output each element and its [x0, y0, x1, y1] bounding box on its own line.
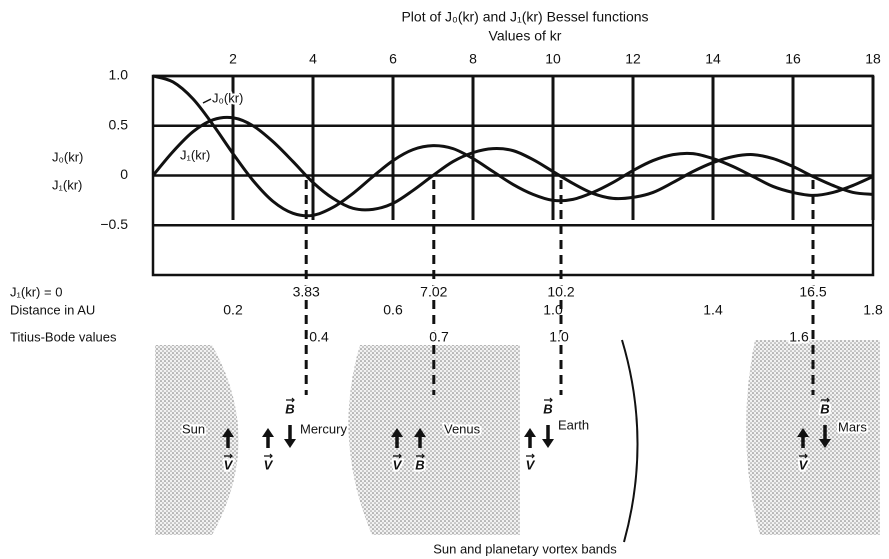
y-tick-label: 1.0 — [109, 67, 129, 83]
venus-band — [348, 345, 520, 535]
row-label: Distance in AU — [10, 302, 95, 317]
leader — [202, 98, 212, 104]
distance-value: 0.2 — [223, 302, 243, 318]
series-label: J₀(kr) — [212, 90, 243, 105]
row-label: J₁(kr) = 0 — [10, 284, 62, 299]
band-boundary — [621, 339, 639, 543]
body-label: Earth — [558, 417, 589, 432]
series-label: J₁(kr) — [180, 147, 210, 162]
y-tick-label: −0.5 — [100, 216, 128, 232]
vector-label: V — [799, 457, 809, 472]
arrow-head — [819, 439, 831, 448]
vector-label: V — [526, 457, 536, 472]
vector-overarrow — [224, 453, 233, 459]
vector-overarrow — [393, 453, 402, 459]
arrow-head — [414, 428, 426, 437]
vector-overarrow — [264, 453, 273, 459]
vector-label: B — [415, 457, 424, 472]
y-tick-label: 0.5 — [109, 116, 129, 132]
vector-overarrow — [821, 397, 830, 403]
x-tick-label: 6 — [389, 51, 397, 67]
zero-value: 10.2 — [547, 284, 574, 300]
body-label: Sun — [182, 421, 205, 436]
distance-value: 1.8 — [863, 302, 883, 318]
chart-title: Plot of J₀(kr) and J₁(kr) Bessel functio… — [401, 9, 648, 25]
arrow-head — [222, 428, 234, 437]
x-tick-label: 10 — [545, 51, 561, 67]
chart-subtitle: Values of kr — [489, 28, 562, 44]
y-tick-label: 0 — [120, 166, 128, 182]
x-tick-label: 16 — [785, 51, 801, 67]
distance-value: 1.0 — [543, 302, 563, 318]
vector-overarrow — [526, 453, 535, 459]
arrow-head — [542, 439, 554, 448]
diagram-caption: Sun and planetary vortex bands — [433, 541, 617, 556]
body-label: Venus — [444, 421, 481, 436]
arrow-head — [524, 428, 536, 437]
sun-band — [155, 345, 239, 535]
body-label: Mercury — [300, 421, 347, 436]
x-tick-label: 2 — [229, 51, 237, 67]
vector-label: V — [264, 457, 274, 472]
arrow-head — [391, 428, 403, 437]
x-tick-label: 12 — [625, 51, 641, 67]
vector-label: B — [820, 401, 829, 416]
distance-value: 0.6 — [383, 302, 403, 318]
vector-overarrow — [799, 453, 808, 459]
titius-bode-value: 1.0 — [549, 329, 569, 345]
zero-value: 7.02 — [420, 284, 447, 300]
arrow-head — [284, 439, 296, 448]
y-axis-label: J₀(kr) — [52, 149, 83, 164]
series-line — [151, 115, 874, 212]
mars-band — [746, 340, 880, 535]
titius-bode-value: 0.4 — [309, 329, 329, 345]
vector-label: B — [285, 401, 294, 416]
vector-label: V — [224, 457, 234, 472]
y-axis-label: J₁(kr) — [52, 177, 82, 192]
x-tick-label: 4 — [309, 51, 317, 67]
zero-value: 3.83 — [293, 284, 320, 300]
arrow-head — [262, 428, 274, 437]
body-label: Mars — [838, 419, 867, 434]
titius-bode-value: 1.6 — [789, 329, 809, 345]
series-line — [152, 74, 874, 218]
vector-overarrow — [416, 453, 425, 459]
x-tick-label: 8 — [469, 51, 477, 67]
vector-label: V — [393, 457, 403, 472]
arrow-head — [797, 428, 809, 437]
vector-overarrow — [286, 397, 295, 403]
distance-value: 1.4 — [703, 302, 723, 318]
x-tick-label: 14 — [705, 51, 721, 67]
titius-bode-value: 0.7 — [429, 329, 449, 345]
x-tick-label: 18 — [865, 51, 881, 67]
zero-value: 16.5 — [799, 284, 826, 300]
vector-overarrow — [544, 397, 553, 403]
row-label: Titius-Bode values — [10, 329, 117, 344]
vector-label: B — [543, 401, 552, 416]
